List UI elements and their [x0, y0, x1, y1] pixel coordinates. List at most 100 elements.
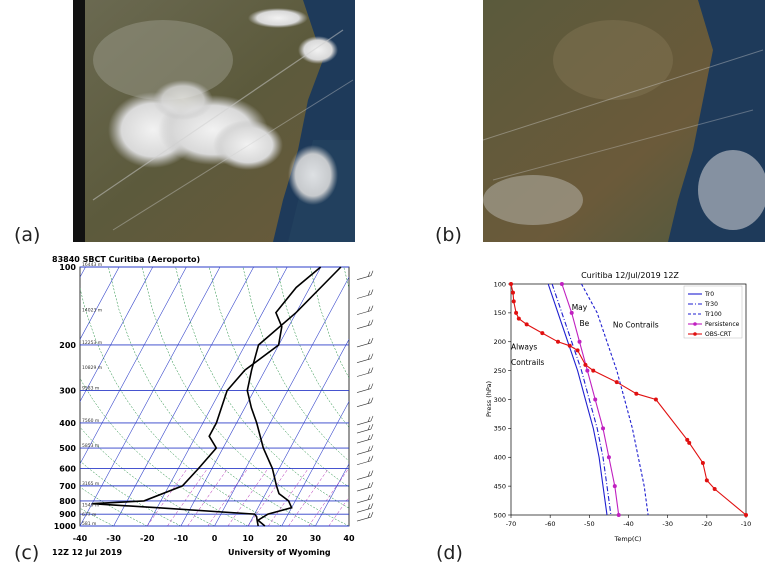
height-label: 10829 m — [82, 365, 102, 371]
wind-barb — [356, 319, 374, 329]
legend-label: Tr100 — [704, 311, 722, 318]
skewt-title: 83840 SBCT Curitiba (Aeroporto) — [52, 255, 200, 264]
x-tick-label: -60 — [545, 520, 556, 528]
dry-adiabat — [80, 486, 148, 526]
series-point-obs-crt — [591, 368, 596, 373]
y-tick-label: 400 — [494, 454, 506, 462]
panel-label-a: (a) — [14, 224, 41, 246]
x-tick-label: -20 — [702, 520, 713, 528]
series-point-obs-crt — [634, 391, 639, 396]
series-point-obs-crt — [511, 299, 516, 304]
y-tick-label: 250 — [494, 367, 506, 375]
temperature-tick-label: 40 — [343, 534, 355, 543]
chart-annotation: Contrails — [511, 358, 544, 367]
pressure-tick-label: 1000 — [54, 522, 77, 531]
height-label: 9583 m — [82, 386, 99, 392]
wind-barb — [356, 481, 374, 492]
isotherm-line — [348, 525, 349, 526]
isotherm-line — [80, 267, 120, 340]
height-label: 677 m — [82, 512, 96, 518]
skewt-panel: 83840 SBCT Curitiba (Aeroporto) 100 200 30… — [40, 250, 385, 562]
mixing-ratio-line — [308, 468, 349, 526]
dry-adiabat — [343, 267, 349, 290]
skewt-footer-source: University of Wyoming — [228, 548, 331, 557]
panel-label-b: (b) — [435, 224, 462, 246]
series-point-obs-crt — [514, 310, 519, 315]
wind-barb — [356, 445, 374, 455]
series-point-persistence — [612, 484, 617, 489]
x-tick-label: -30 — [662, 520, 673, 528]
dry-adiabat — [208, 267, 349, 488]
dry-adiabat — [242, 267, 349, 462]
temperature-tick-label: -30 — [106, 534, 121, 543]
wind-barb — [356, 503, 374, 513]
isotherm-line — [80, 267, 153, 403]
series-line-tr100 — [581, 283, 649, 516]
isotherm-line — [281, 401, 349, 526]
chart-legend — [683, 285, 743, 339]
satellite-image-b — [483, 0, 765, 242]
pressure-tick-label: 400 — [59, 419, 76, 428]
mixing-ratio-line — [187, 468, 228, 526]
series-line-tr30 — [551, 283, 612, 516]
skewt-footer-date: 12Z 12 Jul 2019 — [52, 548, 123, 557]
temperature-tick-label: 10 — [243, 534, 255, 543]
legend-label: Tr30 — [704, 301, 718, 308]
x-tick-label: -10 — [741, 520, 752, 528]
satellite-image-a — [73, 0, 355, 242]
isotherm-line — [247, 338, 349, 526]
series-point-obs-crt — [567, 343, 572, 348]
series-point-persistence — [577, 339, 582, 344]
legend-label: Persistence — [705, 321, 740, 328]
y-tick-label: 100 — [494, 280, 506, 288]
temperature-tick-label: 0 — [212, 534, 218, 543]
mixing-ratio-line — [328, 496, 349, 526]
series-point-obs-crt — [510, 290, 515, 295]
series-point-obs-crt — [575, 348, 580, 353]
chart-annotation: Always — [511, 342, 537, 351]
wind-barb — [356, 383, 374, 393]
mixing-ratio-line — [167, 468, 208, 526]
height-label: 16443 m — [82, 262, 102, 268]
pressure-tick-label: 900 — [59, 510, 76, 519]
dry-adiabat — [377, 267, 385, 526]
y-tick-label: 200 — [494, 338, 506, 346]
wind-barb — [356, 305, 374, 315]
wind-barb — [356, 397, 374, 407]
y-tick-label: 150 — [494, 309, 506, 317]
height-label: 581 m — [82, 521, 96, 527]
temperature-tick-label: 30 — [310, 534, 322, 543]
wind-barb — [356, 337, 374, 348]
chart-title: Curitiba 12/Jul/2019 12Z — [581, 271, 679, 280]
dry-adiabat — [40, 267, 46, 526]
y-tick-label: 350 — [494, 425, 506, 433]
dry-adiabat — [80, 377, 249, 526]
chart-annotation: No Contrails — [613, 320, 659, 329]
pressure-tick-label: 100 — [59, 263, 76, 272]
isotherm-line — [40, 267, 52, 526]
wind-barb — [356, 433, 374, 444]
x-tick-label: -70 — [506, 520, 517, 528]
y-tick-label: 450 — [494, 482, 506, 490]
isotherm-line — [383, 267, 385, 526]
isotherm-line — [113, 267, 254, 526]
temperature-tick-label: -40 — [73, 534, 88, 543]
series-point-obs-crt — [614, 380, 619, 385]
legend-marker — [693, 322, 697, 326]
x-tick-label: -40 — [623, 520, 634, 528]
panel-label-c: (c) — [14, 542, 40, 564]
temperature-profile — [246, 266, 342, 527]
legend-marker — [693, 332, 697, 336]
wind-barb — [356, 470, 374, 480]
series-point-obs-crt — [704, 478, 709, 483]
series-point-obs-crt — [556, 339, 560, 344]
height-label: 1549 m — [82, 503, 99, 509]
skewt-plot-area — [40, 266, 385, 527]
series-point-obs-crt — [509, 282, 513, 286]
pressure-tick-label: 600 — [59, 465, 76, 474]
series-point-persistence — [569, 310, 574, 315]
wind-barb — [356, 415, 374, 426]
wind-barb — [356, 493, 374, 504]
dewpoint-profile — [92, 266, 322, 527]
wind-barb — [356, 270, 374, 281]
